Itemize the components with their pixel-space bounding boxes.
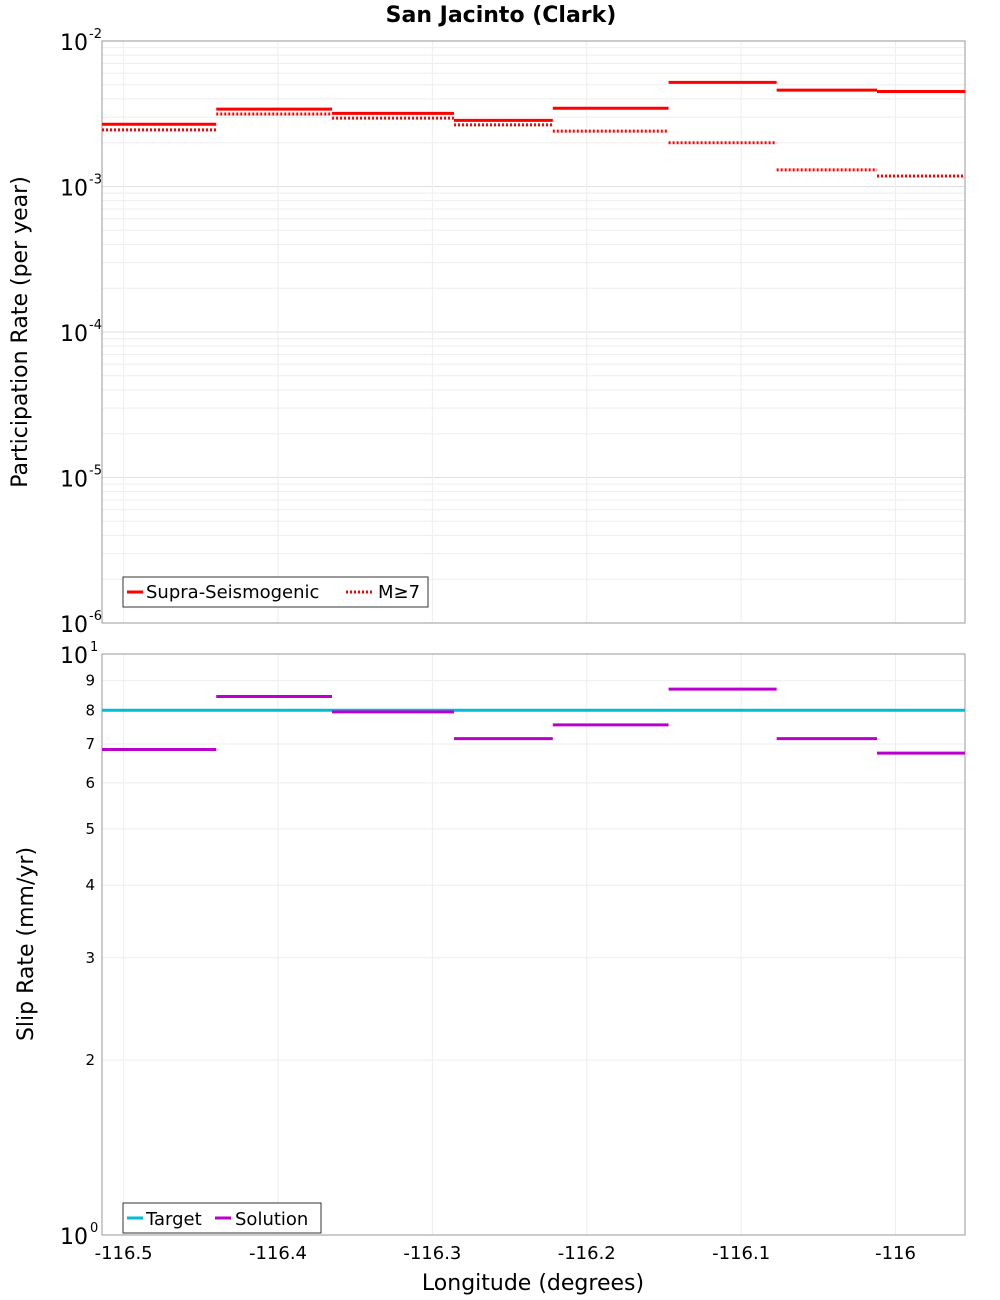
x-tick-label: -116.5 [95,1243,153,1264]
top-y-tick-base: 10 [60,468,88,493]
legend-label-solution: Solution [235,1209,308,1230]
bottom-y-axis-label: Slip Rate (mm/yr) [14,847,39,1041]
top-series-group [102,80,965,178]
top-y-tick-exponent: -4 [89,318,102,333]
top-grid [102,41,965,624]
bottom-y-tick-exponent: 0 [90,1221,98,1236]
x-tick-label: -116.4 [249,1243,307,1264]
x-tick-label: -116 [875,1243,916,1264]
bottom-y-tick-base: 10 [60,644,88,669]
bottom-grid [102,654,965,1235]
top-y-tick-base: 10 [60,322,88,347]
bottom-plot-area [101,653,966,1236]
x-tick-labels: -116.5 -116.4 -116.3 -116.2 -116.1 -116 [95,1243,916,1264]
top-legend-box [122,576,429,608]
bottom-y-tick-minor: 8 [85,701,95,719]
bottom-y-tick-minor: 9 [85,672,95,690]
bottom-y-tick-exponent: 1 [90,640,98,655]
x-tick-label: -116.2 [558,1243,616,1264]
x-tick-label: -116.3 [403,1243,461,1264]
top-y-tick-labels: 10-610-510-410-310-2 [60,27,102,638]
top-y-axis-label: Participation Rate (per year) [8,176,33,488]
bottom-legend: Target Solution [122,1202,322,1234]
top-plot-area [101,40,966,624]
bottom-y-tick-minor: 7 [85,735,95,753]
bottom-series-group [102,687,965,755]
top-y-tick-base: 10 [60,177,88,202]
top-y-tick-exponent: -2 [89,27,102,42]
top-y-tick-base: 10 [60,613,88,638]
x-tick-label: -116.1 [712,1243,770,1264]
x-axis-label: Longitude (degrees) [422,1271,644,1296]
top-y-tick-base: 10 [60,31,88,56]
bottom-y-tick-minor: 3 [85,949,95,967]
top-y-tick-exponent: -3 [89,173,102,188]
bottom-y-tick-base: 10 [60,1225,88,1250]
top-y-tick-exponent: -5 [89,464,102,479]
legend-label-supra-seismogenic: Supra-Seismogenic [146,582,319,603]
chart-title: San Jacinto (Clark) [386,3,617,28]
bottom-y-tick-minor: 2 [85,1051,95,1069]
bottom-y-tick-minor: 5 [85,820,95,838]
bottom-y-tick-minor: 4 [85,876,95,894]
bottom-y-tick-minor: 6 [85,774,95,792]
top-y-tick-exponent: -6 [89,609,102,624]
legend-label-m7: M≥7 [378,582,420,603]
top-legend: Supra-Seismogenic M≥7 [122,576,429,608]
legend-label-target: Target [145,1209,202,1230]
